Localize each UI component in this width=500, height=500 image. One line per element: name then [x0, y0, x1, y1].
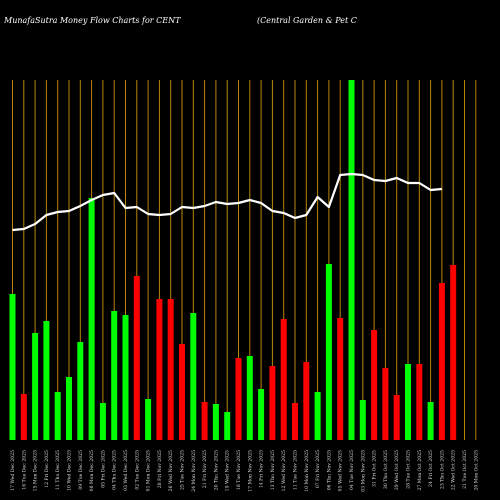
bar — [122, 315, 129, 440]
bar — [427, 402, 434, 440]
x-tick-label: 02 Tue Dec 2025 — [134, 450, 140, 490]
x-tick-label: 29 Wed Oct 2025 — [394, 450, 400, 490]
x-tick-label: 27 Mon Oct 2025 — [417, 450, 423, 491]
bar — [99, 403, 106, 440]
x-tick-label: 22 Wed Oct 2025 — [451, 450, 457, 490]
bar — [258, 389, 265, 440]
x-tick-label: 06 Thu Nov 2025 — [326, 450, 332, 490]
bar — [212, 404, 219, 440]
bar — [303, 362, 310, 440]
x-tick-label: 25 Tue Nov 2025 — [180, 450, 186, 490]
x-tick-label: 17 Wed Dec 2025 — [10, 450, 16, 491]
bar — [235, 358, 242, 440]
x-tick-label: 28 Tue Oct 2025 — [406, 450, 412, 489]
x-tick-label: 13 Thu Nov 2025 — [270, 450, 276, 490]
x-tick-label: 10 Mon Nov 2025 — [304, 450, 310, 492]
x-tick-label: 23 Thu Oct 2025 — [439, 450, 445, 489]
bar — [359, 400, 366, 440]
bar — [438, 283, 445, 440]
bar — [348, 80, 355, 440]
x-tick-label: 19 Wed Nov 2025 — [225, 450, 231, 491]
x-tick-label: 11 Thu Dec 2025 — [55, 450, 61, 490]
bar — [111, 311, 118, 440]
bar — [88, 198, 95, 440]
bar — [416, 364, 423, 440]
bar — [337, 318, 344, 440]
chart-subtitle: (Central Garden & Pet C — [257, 16, 357, 25]
bar — [190, 313, 197, 440]
x-tick-label: 05 Fri Dec 2025 — [100, 450, 106, 488]
x-tick-label: 24 Fri Oct 2025 — [428, 450, 434, 487]
x-tick-label: 15 Mon Dec 2025 — [33, 450, 39, 491]
bar — [382, 368, 389, 440]
bar — [405, 364, 411, 440]
x-tick-label: 11 Tue Nov 2025 — [293, 450, 299, 490]
x-tick-label: 03 Mon Nov 2025 — [360, 450, 366, 492]
money-flow-line — [12, 172, 442, 232]
bars — [9, 80, 457, 440]
bar — [167, 299, 174, 440]
bar — [280, 319, 287, 440]
bar — [54, 392, 61, 440]
x-tick-label: 30 Thu Oct 2025 — [383, 450, 389, 489]
x-tick-label: 21 Fri Nov 2025 — [202, 450, 208, 488]
x-tick-label: 16 Tue Dec 2025 — [21, 450, 27, 490]
x-tick-label: 09 Tue Dec 2025 — [78, 450, 84, 490]
bar — [145, 399, 152, 440]
x-tick-label: 08 Mon Dec 2025 — [89, 450, 95, 491]
x-tick-label: 14 Fri Nov 2025 — [259, 450, 265, 488]
x-tick-label: 04 Thu Dec 2025 — [112, 450, 118, 490]
x-tick-label: 01 Mon Dec 2025 — [146, 450, 152, 491]
x-tick-label: 05 Wed Nov 2025 — [338, 450, 344, 491]
bar — [9, 294, 16, 440]
x-tick-label: 18 Tue Nov 2025 — [236, 450, 242, 490]
bar — [20, 394, 27, 440]
bar — [224, 412, 231, 440]
bar — [32, 333, 39, 440]
x-tick-label: 24 Mon Nov 2025 — [191, 450, 197, 492]
x-tick-label: 31 Fri Oct 2025 — [372, 450, 378, 487]
x-tick-label: 20 Thu Nov 2025 — [213, 450, 219, 490]
x-tick-label: 07 Fri Nov 2025 — [315, 450, 321, 488]
x-axis-labels: 17 Wed Dec 2025 16 Tue Dec 2025 15 Mon Dec… — [10, 450, 479, 492]
x-tick-label: 17 Mon Nov 2025 — [247, 450, 253, 492]
bar — [393, 395, 400, 440]
x-tick-label: 12 Fri Dec 2025 — [44, 450, 50, 488]
x-tick-label: 04 Tue Nov 2025 — [349, 450, 355, 490]
bar — [246, 356, 253, 440]
bar — [43, 321, 50, 440]
x-tick-label: 03 Wed Dec 2025 — [123, 450, 129, 491]
bar — [450, 265, 457, 440]
bar — [179, 344, 185, 440]
x-tick-label: 21 Tue Oct 2025 — [462, 450, 468, 489]
bar — [292, 403, 298, 440]
bar — [77, 342, 84, 440]
bar — [66, 377, 72, 440]
bar — [314, 392, 321, 440]
x-tick-label: 26 Wed Nov 2025 — [168, 450, 174, 491]
bar — [156, 299, 163, 440]
x-tick-label: 12 Wed Nov 2025 — [281, 450, 287, 491]
bar — [325, 264, 332, 440]
chart-title: MunafaSutra Money Flow Charts for CENT — [3, 16, 181, 25]
bar — [371, 330, 378, 440]
x-tick-label: 20 Mon Oct 2025 — [473, 450, 479, 491]
bar — [269, 366, 276, 440]
bar — [133, 276, 140, 440]
x-tick-label: 28 Fri Nov 2025 — [157, 450, 163, 488]
x-tick-label: 10 Wed Dec 2025 — [67, 450, 73, 491]
bar — [201, 402, 208, 440]
